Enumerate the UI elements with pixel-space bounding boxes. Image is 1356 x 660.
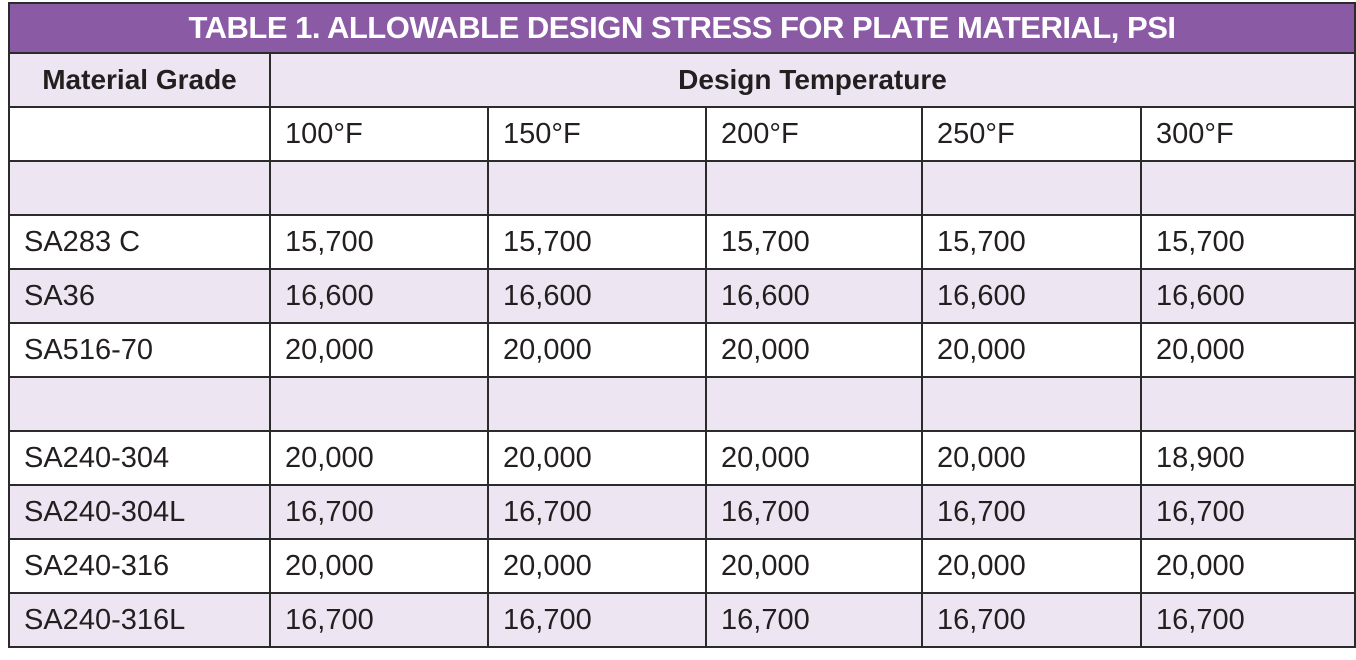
table-row: SA240-304 20,000 20,000 20,000 20,000 18… bbox=[8, 430, 1356, 486]
stress-value-cell: 20,000 bbox=[705, 538, 923, 594]
header-row: Material Grade Design Temperature bbox=[8, 52, 1356, 108]
stress-value-cell: 18,900 bbox=[1140, 430, 1356, 486]
spacer-cell bbox=[8, 376, 271, 432]
group-spacer-row bbox=[8, 376, 1356, 432]
stress-value-cell: 16,700 bbox=[705, 592, 923, 648]
stress-value-cell: 15,700 bbox=[705, 214, 923, 270]
spacer-cell bbox=[487, 160, 707, 216]
stress-value-cell: 20,000 bbox=[921, 538, 1142, 594]
temperature-cell: 300°F bbox=[1140, 106, 1356, 162]
table-row: SA283 C 15,700 15,700 15,700 15,700 15,7… bbox=[8, 214, 1356, 270]
stress-value-cell: 20,000 bbox=[487, 322, 707, 378]
temperature-cell: 200°F bbox=[705, 106, 923, 162]
stress-value-cell: 20,000 bbox=[921, 430, 1142, 486]
stress-value-cell: 16,700 bbox=[705, 484, 923, 540]
stress-value-cell: 16,700 bbox=[1140, 484, 1356, 540]
temperature-cell: 100°F bbox=[269, 106, 489, 162]
stress-value-cell: 15,700 bbox=[921, 214, 1142, 270]
title-row: TABLE 1. ALLOWABLE DESIGN STRESS FOR PLA… bbox=[8, 2, 1356, 54]
spacer-cell bbox=[487, 376, 707, 432]
temperature-row-blank bbox=[8, 106, 271, 162]
temperature-cell: 150°F bbox=[487, 106, 707, 162]
material-grade-cell: SA240-316 bbox=[8, 538, 271, 594]
material-grade-cell: SA36 bbox=[8, 268, 271, 324]
material-grade-cell: SA240-316L bbox=[8, 592, 271, 648]
stress-value-cell: 20,000 bbox=[1140, 538, 1356, 594]
stress-value-cell: 15,700 bbox=[1140, 214, 1356, 270]
temperature-cell: 250°F bbox=[921, 106, 1142, 162]
stress-value-cell: 20,000 bbox=[1140, 322, 1356, 378]
spacer-cell bbox=[705, 376, 923, 432]
material-grade-cell: SA516-70 bbox=[8, 322, 271, 378]
group-spacer-row bbox=[8, 160, 1356, 216]
spacer-cell bbox=[921, 160, 1142, 216]
table-row: SA240-316L 16,700 16,700 16,700 16,700 1… bbox=[8, 592, 1356, 648]
stress-value-cell: 20,000 bbox=[705, 322, 923, 378]
stress-value-cell: 16,700 bbox=[487, 592, 707, 648]
stress-value-cell: 20,000 bbox=[705, 430, 923, 486]
stress-value-cell: 16,600 bbox=[487, 268, 707, 324]
stress-value-cell: 16,700 bbox=[921, 484, 1142, 540]
stress-value-cell: 20,000 bbox=[269, 430, 489, 486]
table-row: SA36 16,600 16,600 16,600 16,600 16,600 bbox=[8, 268, 1356, 324]
spacer-cell bbox=[1140, 376, 1356, 432]
stress-value-cell: 20,000 bbox=[269, 322, 489, 378]
stress-value-cell: 16,600 bbox=[269, 268, 489, 324]
stress-value-cell: 15,700 bbox=[269, 214, 489, 270]
allowable-stress-table: TABLE 1. ALLOWABLE DESIGN STRESS FOR PLA… bbox=[8, 2, 1356, 648]
stress-table-container: TABLE 1. ALLOWABLE DESIGN STRESS FOR PLA… bbox=[8, 2, 1356, 648]
spacer-cell bbox=[705, 160, 923, 216]
stress-value-cell: 20,000 bbox=[921, 322, 1142, 378]
material-grade-cell: SA240-304L bbox=[8, 484, 271, 540]
stress-value-cell: 16,600 bbox=[921, 268, 1142, 324]
stress-value-cell: 16,700 bbox=[269, 592, 489, 648]
stress-value-cell: 16,700 bbox=[269, 484, 489, 540]
stress-value-cell: 16,700 bbox=[487, 484, 707, 540]
table-title: TABLE 1. ALLOWABLE DESIGN STRESS FOR PLA… bbox=[8, 2, 1356, 54]
material-grade-cell: SA283 C bbox=[8, 214, 271, 270]
stress-value-cell: 16,700 bbox=[1140, 592, 1356, 648]
table-row: SA516-70 20,000 20,000 20,000 20,000 20,… bbox=[8, 322, 1356, 378]
spacer-cell bbox=[269, 376, 489, 432]
stress-value-cell: 20,000 bbox=[487, 538, 707, 594]
stress-value-cell: 15,700 bbox=[487, 214, 707, 270]
spacer-cell bbox=[921, 376, 1142, 432]
spacer-cell bbox=[269, 160, 489, 216]
stress-value-cell: 20,000 bbox=[487, 430, 707, 486]
spacer-cell bbox=[1140, 160, 1356, 216]
header-material-grade: Material Grade bbox=[8, 52, 271, 108]
temperature-row: 100°F 150°F 200°F 250°F 300°F bbox=[8, 106, 1356, 162]
table-row: SA240-304L 16,700 16,700 16,700 16,700 1… bbox=[8, 484, 1356, 540]
stress-value-cell: 16,600 bbox=[1140, 268, 1356, 324]
stress-value-cell: 16,600 bbox=[705, 268, 923, 324]
stress-value-cell: 20,000 bbox=[269, 538, 489, 594]
material-grade-cell: SA240-304 bbox=[8, 430, 271, 486]
stress-value-cell: 16,700 bbox=[921, 592, 1142, 648]
spacer-cell bbox=[8, 160, 271, 216]
header-design-temperature: Design Temperature bbox=[269, 52, 1356, 108]
table-row: SA240-316 20,000 20,000 20,000 20,000 20… bbox=[8, 538, 1356, 594]
